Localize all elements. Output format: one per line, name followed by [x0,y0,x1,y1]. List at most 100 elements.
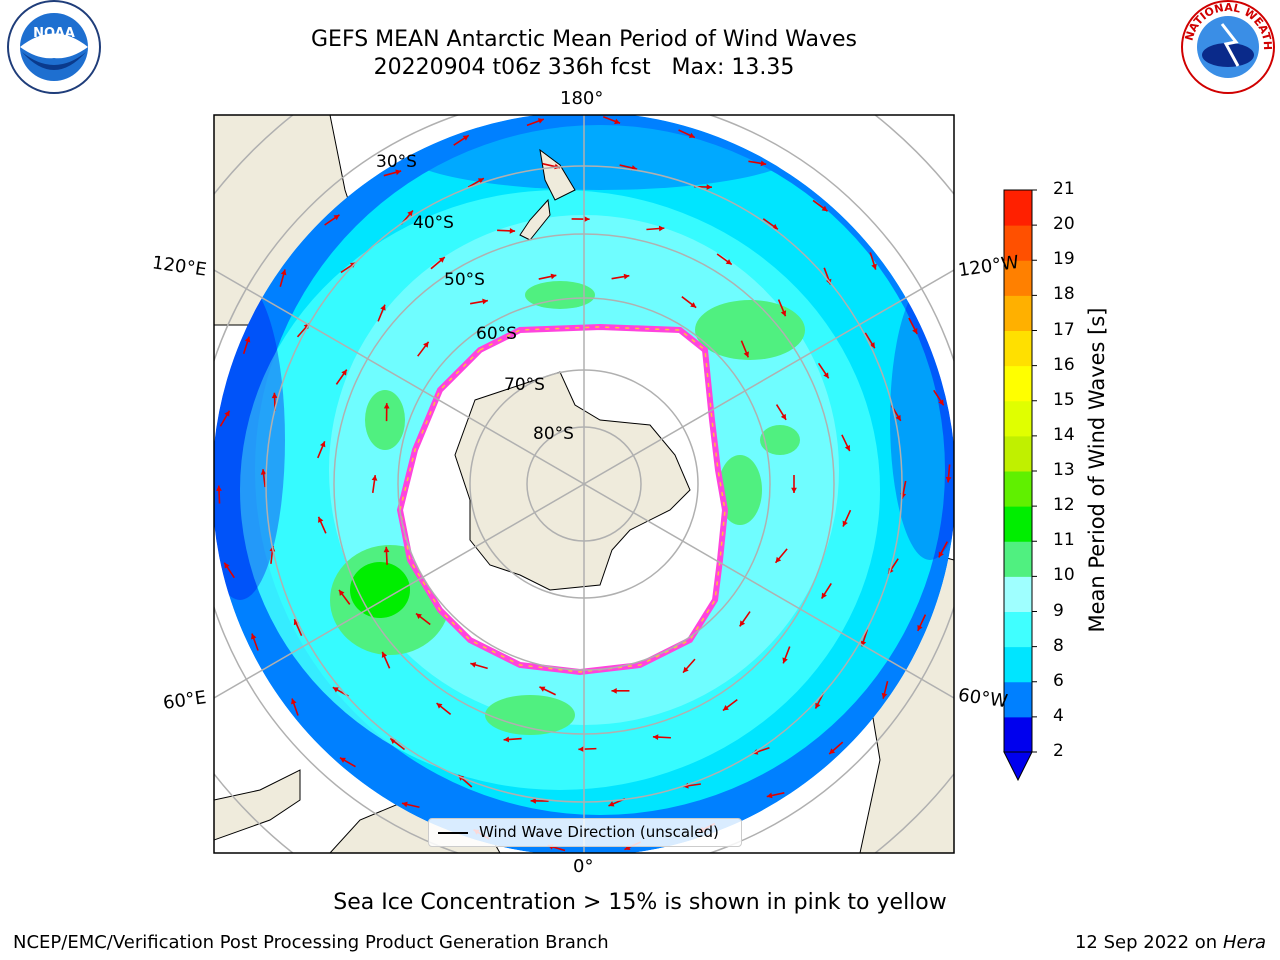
wind-wave-arrowhead [938,551,944,558]
colorbar-tick-label: 20 [1053,214,1075,235]
colorbar-tick-label: 19 [1053,249,1075,270]
wind-wave-arrowhead [291,698,297,705]
wind-wave-arrowhead [821,205,828,212]
wind-wave-arrowhead [706,184,712,190]
colorbar-tick-label: 2 [1053,741,1064,761]
colorbar-segment [1004,541,1032,577]
wind-wave-arrowhead [332,687,339,693]
lat-label-80s: 80°S [533,424,574,444]
wind-wave-arrowhead [780,310,787,317]
colorbar-segment [1004,681,1032,718]
wind-wave-arrowhead [537,118,544,124]
colorbar-segment [1004,400,1032,437]
wind-wave-arrowhead [260,469,267,475]
noaa-logo-text: NOAA [33,26,75,41]
wind-wave-arrowhead [690,302,697,308]
wind-wave-arrowhead [823,372,829,379]
wind-wave-arrowhead [320,441,326,448]
wind-wave-arrowhead [780,413,787,420]
colorbar-tick-label: 12 [1053,495,1075,516]
wind-wave-arrowhead [938,399,944,406]
wind-wave-arrowhead [416,613,422,619]
wind-wave-arrowhead [383,546,390,553]
wind-wave-arrowhead [881,692,888,699]
wind-wave-arrowhead [380,304,386,311]
wind-wave-arrowhead [339,757,346,763]
wind-wave-arrowhead [539,686,546,692]
wind-wave-arrowhead [339,589,345,596]
wind-wave-arrowhead [509,228,516,234]
wind-wave-arrowhead [482,298,488,305]
footer-timestamp: 12 Sep 2022 on Hera [1075,932,1266,953]
lat-label-40s: 40°S [413,213,454,233]
wind-wave-arrowhead [224,562,230,569]
colorbar-label: Mean Period of Wind Waves [s] [1085,307,1109,633]
colorbar-segment [1004,576,1032,612]
wind-wave-arrowhead [844,445,851,452]
lat-label-70s: 70°S [504,375,545,395]
colorbar-tick-label: 16 [1053,354,1075,375]
wind-wave-arrowhead [775,556,782,563]
colorbar-segment [1004,295,1032,331]
colorbar-segment [1004,646,1032,683]
madagascar-landmass [214,769,301,841]
wind-wave-arrowhead [688,132,695,138]
legend-label: Wind Wave Direction (unscaled) [479,823,719,841]
colorbar-tick-label: 11 [1053,530,1075,551]
wind-wave-arrowhead [895,414,901,421]
noaa-logo-icon: NOAA [7,0,101,94]
title-line-1: GEFS MEAN Antarctic Mean Period of Wind … [311,27,857,52]
title-line-2: 20220904 t06z 336h fcst Max: 13.35 [373,55,795,80]
lon-label-180: 180° [560,88,604,109]
lat-label-30s: 30°S [376,152,417,172]
footer-credit: NCEP/EMC/Verification Post Processing Pr… [13,932,609,953]
wind-wave-direction-arrows [216,116,952,852]
colorbar [1003,189,1037,782]
colorbar-segment [1004,611,1032,648]
map-legend: Wind Wave Direction (unscaled) [428,818,742,847]
wind-wave-arrowhead [503,736,510,743]
wind-wave-arrowhead [611,687,617,694]
wind-wave-arrowhead [945,476,952,483]
wind-wave-arrowhead [917,624,923,631]
wind-wave-arrowhead [383,403,390,409]
wind-wave-arrowhead [584,216,590,222]
wind-wave-arrowhead [614,118,621,125]
wind-wave-arrowhead [829,748,836,755]
wind-wave-arrowhead [438,257,445,263]
wind-wave-arrowhead [470,662,477,668]
wind-wave-arrowhead [371,475,378,481]
wind-wave-arrowhead [623,273,630,280]
colorbar-tick-label: 13 [1053,460,1075,480]
wind-wave-arrowhead [766,792,773,799]
graticule [214,115,954,853]
colorbar-segment [1004,260,1032,296]
wind-wave-arrowhead [815,702,821,709]
antarctica-landmass [454,371,691,591]
wind-wave-arrowhead [381,651,388,658]
footer-host: Hera [1222,932,1266,953]
wind-wave-arrowhead [462,135,469,141]
wind-wave-arrowhead [216,485,222,491]
lat-label-50s: 50°S [444,270,485,290]
wind-wave-arrowhead [652,734,659,740]
wind-wave-arrowhead [293,619,300,626]
colorbar-tick-label: 8 [1053,635,1064,656]
wind-wave-arrowhead [912,327,918,334]
wind-wave-arrowhead [608,801,615,807]
legend-line-icon [438,832,468,834]
colorbar-segment [1004,225,1032,261]
wind-wave-arrowhead [271,392,278,399]
wind-wave-arrowhead [244,336,251,343]
wind-wave-arrowhead [871,263,877,270]
new-zealand-landmass [519,148,576,241]
lon-label-0: 0° [573,856,594,877]
colorbar-tick-label: 17 [1053,319,1075,340]
wind-wave-arrowhead [341,369,347,376]
colorbar-segment [1004,435,1032,472]
colorbar-tick-label: 6 [1053,670,1064,691]
colorbar-tick-label: 14 [1053,424,1075,445]
wind-wave-arrowhead [782,657,788,664]
sea-ice-note: Sea Ice Concentration > 15% is shown in … [333,890,947,915]
